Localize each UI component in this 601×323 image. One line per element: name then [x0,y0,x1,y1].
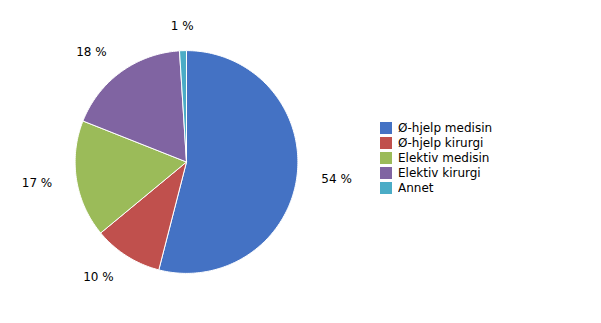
svg-text:10 %: 10 % [83,270,114,284]
html-text:Annet: Annet [398,181,434,195]
html-text:Ø-hjelp medisin: Ø-hjelp medisin [398,121,493,135]
svg-text:18 %: 18 % [76,45,107,59]
html-text:Ø-hjelp kirurgi: Ø-hjelp kirurgi [398,136,484,150]
svg-text:54 %: 54 % [321,172,352,186]
html-text:Elektiv medisin: Elektiv medisin [398,151,490,165]
svg-text:1 %: 1 % [171,19,194,33]
html-text:Elektiv kirurgi: Elektiv kirurgi [398,166,481,180]
svg-text:17 %: 17 % [22,176,53,190]
